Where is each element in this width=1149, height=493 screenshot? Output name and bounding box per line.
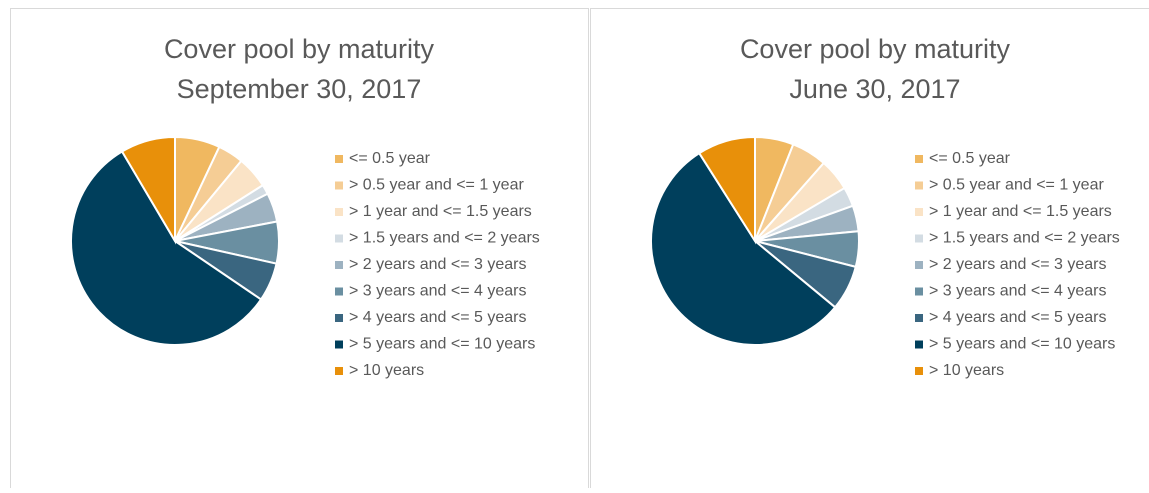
legend-label: > 0.5 year and <= 1 year [929,177,1104,194]
legend-label: > 1.5 years and <= 2 years [929,230,1120,247]
legend-swatch [335,341,343,349]
legend-label: > 5 years and <= 10 years [349,336,535,353]
legend-label: > 1.5 years and <= 2 years [349,230,540,247]
legend-label: > 10 years [929,362,1004,379]
legend-swatch [335,208,343,216]
legend-swatch [915,288,923,296]
legend-swatch [915,367,923,375]
legend-swatch [915,261,923,269]
legend-label: > 3 years and <= 4 years [349,283,526,300]
legend-label: > 5 years and <= 10 years [929,336,1115,353]
legend-swatch [915,155,923,163]
legend-label: > 0.5 year and <= 1 year [349,177,524,194]
legend-label: > 3 years and <= 4 years [929,283,1106,300]
legend-swatch [335,235,343,243]
legend-label: > 1 year and <= 1.5 years [929,203,1112,220]
legend-swatch [335,155,343,163]
legend-label: > 2 years and <= 3 years [929,256,1106,273]
chart-title: Cover pool by maturity [740,34,1011,64]
legend-swatch [335,261,343,269]
legend-swatch [915,341,923,349]
legend-swatch [915,208,923,216]
legend-swatch [335,367,343,375]
legend-swatch [335,314,343,322]
legend-swatch [335,182,343,190]
legend-label: > 10 years [349,362,424,379]
legend-label: <= 0.5 year [349,150,431,167]
chart-subtitle: September 30, 2017 [177,74,422,104]
legend-label: > 2 years and <= 3 years [349,256,526,273]
chart-title: Cover pool by maturity [164,34,435,64]
legend-swatch [915,314,923,322]
legend-label: > 4 years and <= 5 years [929,309,1106,326]
legend-label: > 1 year and <= 1.5 years [349,203,532,220]
legend-swatch [915,182,923,190]
legend-label: <= 0.5 year [929,150,1011,167]
legend-label: > 4 years and <= 5 years [349,309,526,326]
legend-swatch [915,235,923,243]
chart-subtitle: June 30, 2017 [789,74,960,104]
legend-swatch [335,288,343,296]
